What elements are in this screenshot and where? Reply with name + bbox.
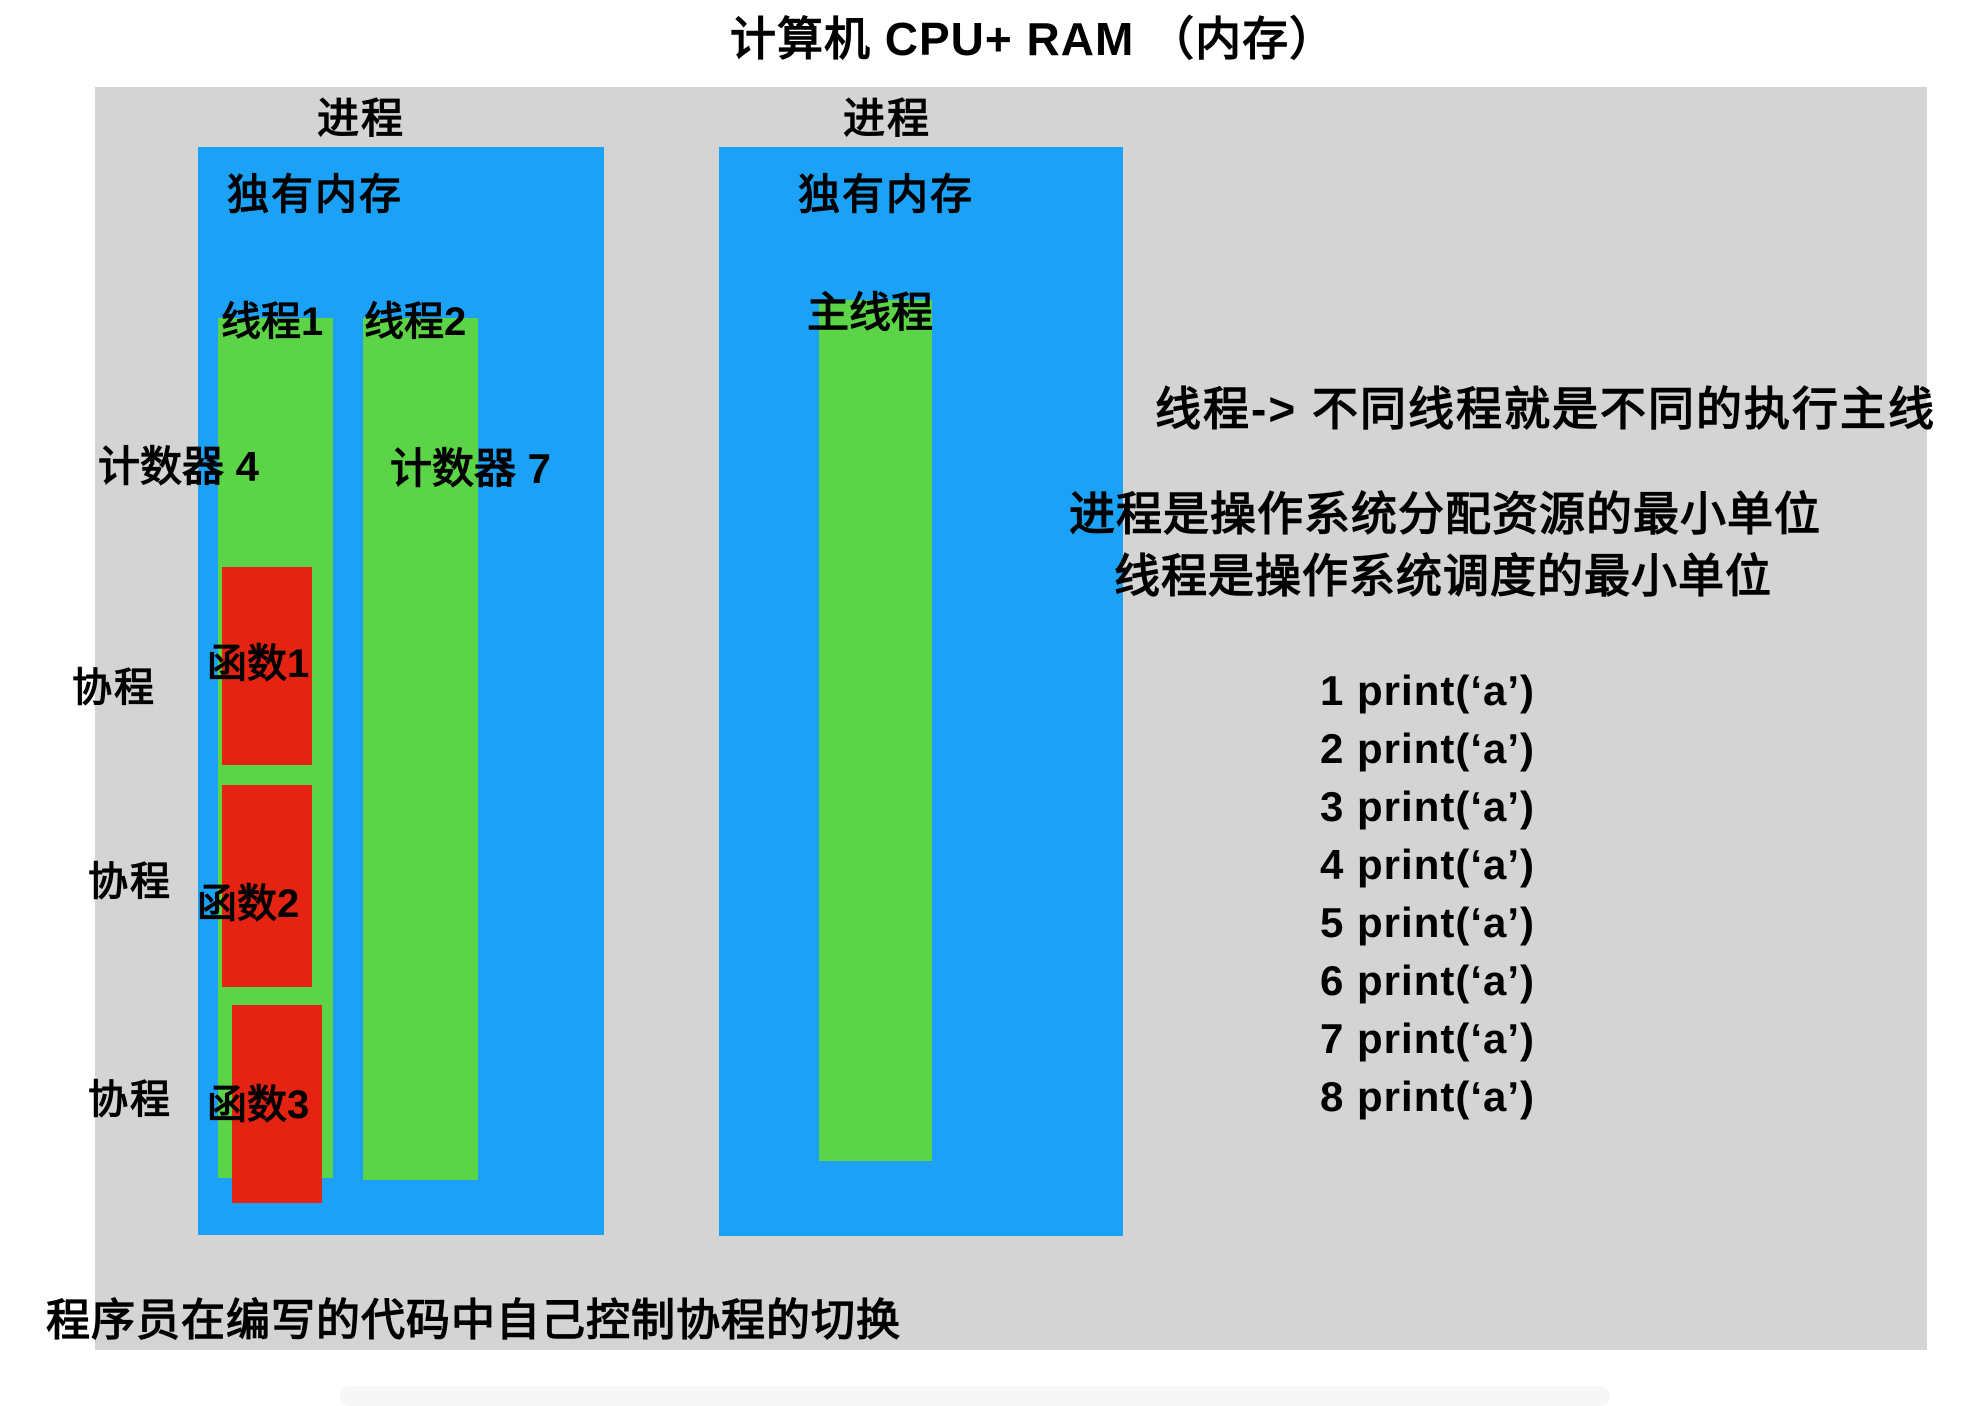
function2-label: 函数2 — [197, 882, 300, 926]
process-rule-note: 进程是操作系统分配资源的最小单位 — [1069, 488, 1821, 540]
thread2-counter-label: 计数器 7 — [390, 445, 552, 492]
function2-box — [222, 785, 312, 987]
thread2-bar — [363, 318, 478, 1180]
main-thread-bar — [819, 300, 932, 1161]
thread1-counter-label: 计数器 4 — [98, 443, 260, 490]
process1-memory-label: 独有内存 — [227, 171, 404, 218]
code-line: 2 print(‘a’) — [1320, 725, 1536, 772]
code-line: 1 print(‘a’) — [1320, 667, 1536, 714]
coroutine3-label: 协程 — [88, 1078, 172, 1122]
code-line-list: 1 print(‘a’) 2 print(‘a’) 3 print(‘a’) 4… — [1320, 662, 1535, 1126]
main-thread-label: 主线程 — [807, 289, 934, 336]
code-line: 3 print(‘a’) — [1320, 783, 1536, 830]
thread1-label: 线程1 — [221, 300, 324, 344]
bottom-note: 程序员在编写的代码中自己控制协程的切换 — [46, 1296, 901, 1345]
coroutine1-label: 协程 — [72, 666, 156, 710]
thread2-label: 线程2 — [364, 300, 467, 344]
code-line: 4 print(‘a’) — [1320, 841, 1536, 888]
function3-label: 函数3 — [207, 1083, 310, 1127]
process2-memory-label: 独有内存 — [798, 171, 975, 218]
code-line: 5 print(‘a’) — [1320, 899, 1536, 946]
function3-box — [232, 1005, 322, 1203]
thread-rule-note: 线程是操作系统调度的最小单位 — [1114, 550, 1772, 602]
diagram-title: 计算机 CPU+ RAM （内存） — [730, 13, 1337, 65]
process1-label: 进程 — [317, 95, 406, 142]
code-line: 8 print(‘a’) — [1320, 1073, 1536, 1120]
code-line: 7 print(‘a’) — [1320, 1015, 1536, 1062]
process2-label: 进程 — [843, 95, 932, 142]
code-line: 6 print(‘a’) — [1320, 957, 1536, 1004]
coroutine2-label: 协程 — [88, 860, 172, 904]
bottom-faint-bar — [340, 1386, 1610, 1406]
thread-note: 线程-> 不同线程就是不同的执行主线 — [1155, 383, 1936, 435]
function1-label: 函数1 — [207, 642, 310, 686]
function1-box — [222, 567, 312, 765]
